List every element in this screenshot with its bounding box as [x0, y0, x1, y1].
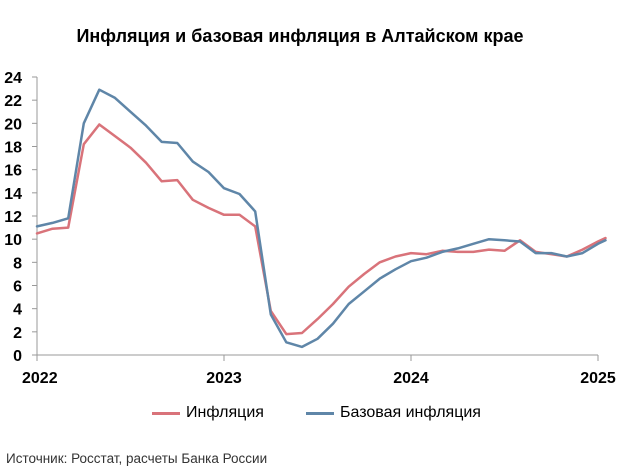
series-line-inflation: [35, 123, 607, 336]
y-tick-label: 12: [4, 209, 22, 226]
y-tick-label: 8: [13, 255, 22, 272]
x-tick-label: 2024: [393, 370, 429, 387]
legend-swatch-inflation: [152, 411, 180, 415]
y-tick-label: 22: [4, 93, 22, 110]
x-tick-label: 2023: [206, 370, 242, 387]
y-tick-label: 18: [4, 140, 22, 157]
y-tick-label: 2: [13, 325, 22, 342]
y-tick-label: 24: [4, 70, 22, 87]
y-tick-label: 20: [4, 116, 22, 133]
y-tick-label: 14: [4, 186, 22, 203]
chart-series-lines: [35, 88, 607, 349]
legend-label-inflation: Инфляция: [186, 404, 264, 421]
y-tick-label: 0: [13, 348, 22, 365]
y-tick-label: 10: [4, 232, 22, 249]
series-line-core-inflation: [35, 88, 607, 349]
y-tick-label: 6: [13, 279, 22, 296]
legend-item-core-inflation: Базовая инфляция: [306, 404, 481, 422]
y-tick-label: 4: [13, 302, 22, 319]
x-tick-label: 2025: [580, 370, 616, 387]
legend-label-core-inflation: Базовая инфляция: [340, 404, 481, 421]
y-tick-label: 16: [4, 163, 22, 180]
x-tick-label: 2022: [22, 370, 58, 387]
source-note: Источник: Росстат, расчеты Банка России: [6, 451, 268, 466]
chart-axes: [36, 77, 598, 356]
chart-title: Инфляция и базовая инфляция в Алтайском …: [76, 26, 524, 46]
legend-swatch-core-inflation: [306, 411, 334, 415]
legend-item-inflation: Инфляция: [152, 404, 264, 422]
